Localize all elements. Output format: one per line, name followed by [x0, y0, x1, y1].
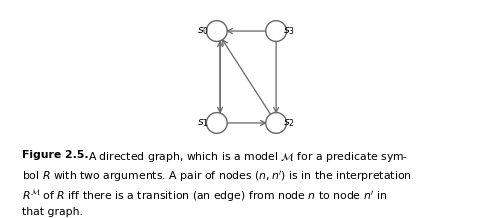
Text: that graph.: that graph.	[22, 207, 83, 217]
Text: $R^{\mathcal{M}}$ of $R$ iff there is a transition (an edge) from node $n$ to no: $R^{\mathcal{M}}$ of $R$ iff there is a …	[22, 188, 387, 205]
Circle shape	[266, 112, 286, 133]
Text: $s_0$: $s_0$	[197, 25, 209, 37]
Text: bol $R$ with two arguments. A pair of nodes $(n, n')$ is in the interpretation: bol $R$ with two arguments. A pair of no…	[22, 169, 412, 184]
Text: $s_3$: $s_3$	[283, 25, 296, 37]
Text: $s_1$: $s_1$	[197, 117, 209, 129]
Text: Figure 2.5.: Figure 2.5.	[22, 150, 88, 160]
Circle shape	[266, 21, 286, 41]
Circle shape	[206, 21, 227, 41]
Circle shape	[206, 112, 227, 133]
Text: $s_2$: $s_2$	[283, 117, 296, 129]
Text: A directed graph, which is a model $\mathcal{M}$ for a predicate sym-: A directed graph, which is a model $\mat…	[88, 150, 408, 164]
